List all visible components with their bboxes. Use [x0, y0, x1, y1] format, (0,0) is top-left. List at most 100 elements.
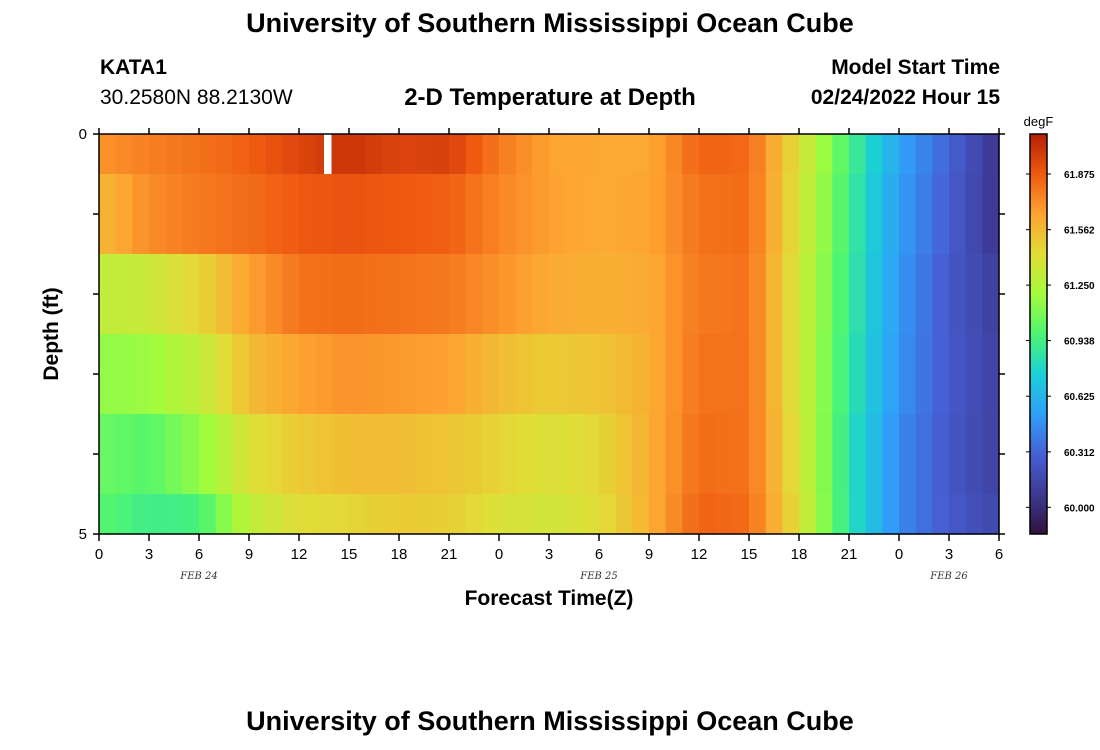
- heatmap-cell: [599, 414, 617, 495]
- heatmap-cell: [115, 174, 133, 255]
- heatmap-cell: [799, 494, 817, 535]
- heatmap-cell: [782, 414, 800, 495]
- heatmap-cell: [832, 334, 850, 415]
- colorbar-tick-label: 61.875: [1064, 170, 1095, 181]
- heatmap-cell: [365, 414, 383, 495]
- heatmap-cell: [465, 254, 483, 335]
- heatmap-cell: [149, 134, 167, 175]
- heatmap-cell: [765, 174, 783, 255]
- heatmap-cell: [915, 334, 933, 415]
- heatmap-cell: [715, 254, 733, 335]
- heatmap-cell: [432, 494, 450, 535]
- heatmap-cell: [99, 134, 117, 175]
- heatmap-cell: [949, 414, 967, 495]
- heatmap-cell: [732, 334, 750, 415]
- heatmap-cell: [665, 414, 683, 495]
- colorbar: degF 61.875 61.562 61.250 60.938 60.625 60.31…: [1024, 114, 1095, 535]
- heatmap-cell: [815, 414, 833, 495]
- heatmap-cell: [182, 254, 200, 335]
- heatmap-cell: [982, 334, 1000, 415]
- heatmap-cell: [399, 494, 417, 535]
- heatmap-cell: [799, 254, 817, 335]
- heatmap-cell: [865, 174, 883, 255]
- heatmap-cell: [265, 334, 283, 415]
- heatmap-cell: [932, 494, 950, 535]
- colorbar-tick-label: 60.000: [1064, 503, 1095, 514]
- heatmap-cell: [499, 414, 517, 495]
- heatmap-cell: [482, 414, 500, 495]
- heatmap-cell: [99, 334, 117, 415]
- heatmap-cell: [282, 414, 300, 495]
- y-tick-label: 5: [79, 526, 87, 543]
- heatmap-cell: [182, 494, 200, 535]
- heatmap-cell: [249, 174, 267, 255]
- heatmap-cell: [115, 254, 133, 335]
- heatmap-cell: [532, 494, 550, 535]
- footer-title: University of Southern Mississippi Ocean…: [246, 706, 854, 736]
- heatmap-cell: [215, 174, 233, 255]
- heatmap-cell: [415, 254, 433, 335]
- heatmap-cell: [215, 414, 233, 495]
- heatmap-cell: [865, 334, 883, 415]
- heatmap-cell: [315, 174, 333, 255]
- heatmap-cell: [965, 174, 983, 255]
- heatmap-cell: [799, 414, 817, 495]
- colorbar-tick-label: 60.938: [1064, 337, 1095, 348]
- heatmap-cell: [332, 334, 350, 415]
- heatmap-cell: [682, 334, 700, 415]
- heatmap-cell: [199, 134, 217, 175]
- heatmap-cell: [615, 134, 633, 175]
- heatmap-cell: [399, 334, 417, 415]
- heatmap-cell: [532, 174, 550, 255]
- heatmap-cell: [249, 134, 267, 175]
- heatmap-cell: [399, 174, 417, 255]
- heatmap-cell: [649, 494, 667, 535]
- colorbar-tick-label: 61.562: [1064, 226, 1095, 237]
- heatmap-cell: [99, 494, 117, 535]
- heatmap-cell: [682, 494, 700, 535]
- heatmap-cell: [532, 414, 550, 495]
- heatmap-cell: [682, 134, 700, 175]
- heatmap-cell: [849, 414, 867, 495]
- heatmap-cell: [232, 494, 250, 535]
- heatmap-cell: [749, 334, 767, 415]
- heatmap-cell: [232, 334, 250, 415]
- x-tick-label: 0: [495, 546, 503, 563]
- heatmap-cell: [549, 134, 567, 175]
- heatmap-cell: [815, 494, 833, 535]
- heatmap-cell: [349, 414, 367, 495]
- heatmap-cell: [949, 254, 967, 335]
- heatmap-cell: [882, 254, 900, 335]
- heatmap-cell: [715, 174, 733, 255]
- heatmap-cell: [132, 334, 150, 415]
- heatmap-cell: [449, 134, 467, 175]
- heatmap-cell: [882, 134, 900, 175]
- heatmap-cell: [515, 494, 533, 535]
- date-label: FEB 25: [579, 571, 618, 582]
- heatmap-cell: [615, 414, 633, 495]
- heatmap-cell: [749, 254, 767, 335]
- heatmap-cell: [865, 414, 883, 495]
- heatmap-cell: [932, 334, 950, 415]
- heatmap-cell: [482, 134, 500, 175]
- heatmap-cell: [632, 174, 650, 255]
- heatmap-cell: [682, 254, 700, 335]
- heatmap-cell: [449, 254, 467, 335]
- heatmap-cell: [899, 494, 917, 535]
- heatmap-cell: [965, 494, 983, 535]
- heatmap-cell: [932, 174, 950, 255]
- heatmap-cell: [349, 494, 367, 535]
- heatmap-cell: [749, 174, 767, 255]
- heatmap-cell: [632, 494, 650, 535]
- heatmap-cell: [299, 494, 317, 535]
- x-tick-label: 0: [95, 546, 103, 563]
- colorbar-unit: degF: [1024, 114, 1054, 129]
- heatmap-cell: [432, 134, 450, 175]
- x-tick-label: 6: [595, 546, 603, 563]
- heatmap-cell: [382, 494, 400, 535]
- heatmap-cell: [265, 174, 283, 255]
- heatmap-cell: [482, 334, 500, 415]
- heatmap-cell: [665, 134, 683, 175]
- heatmap-cell: [132, 134, 150, 175]
- heatmap-cell: [915, 414, 933, 495]
